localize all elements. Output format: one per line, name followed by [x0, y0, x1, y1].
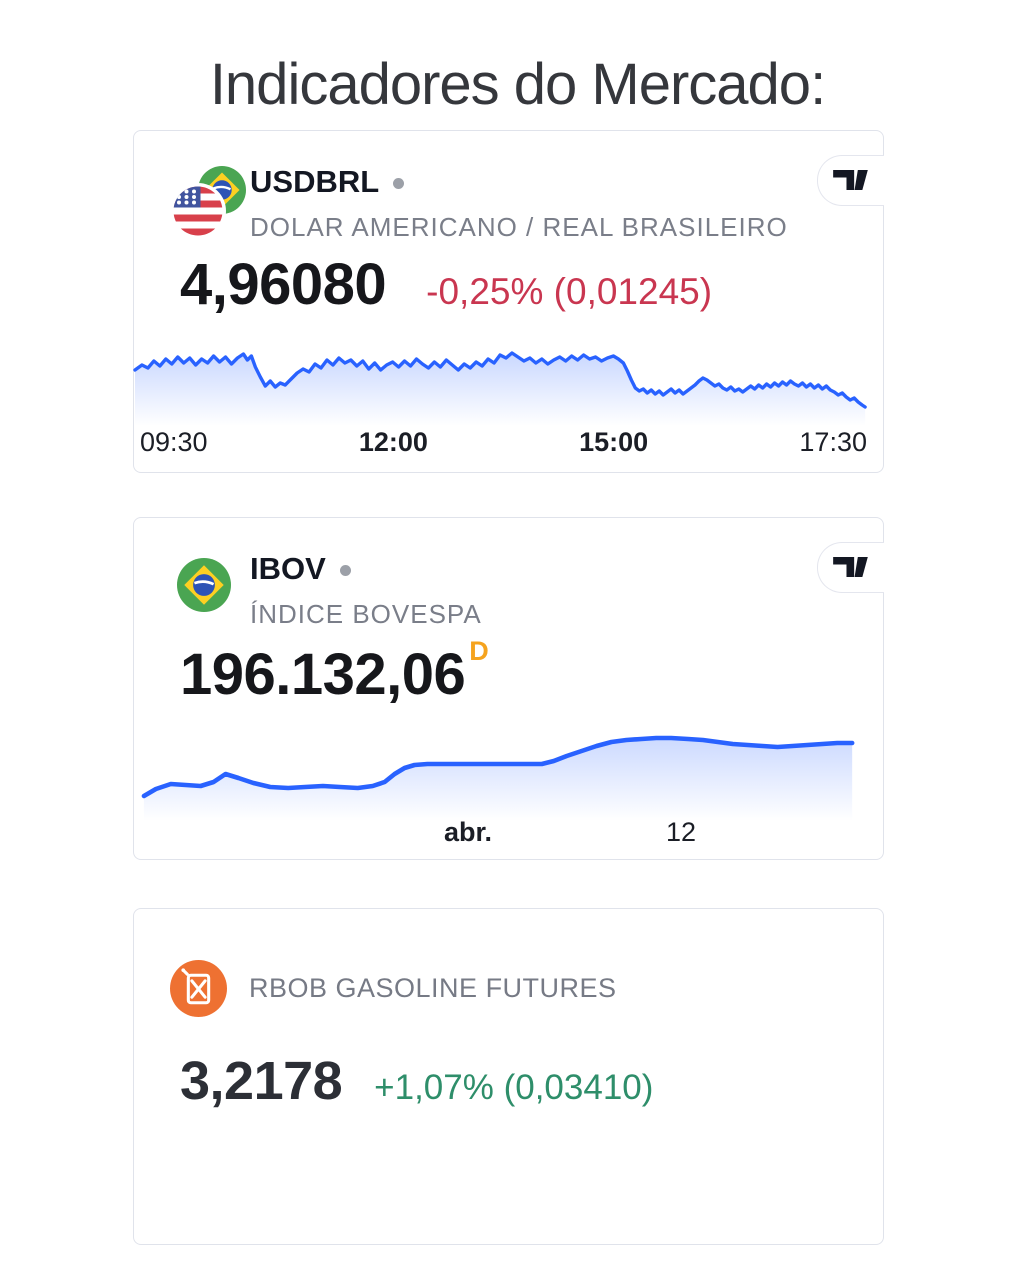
tradingview-logo-icon — [833, 170, 868, 190]
symbol-name: IBOV — [250, 551, 326, 586]
axis-tick: 09:30 — [140, 427, 208, 457]
widget-card-ibov[interactable]: IBOV ÍNDICE BOVESPA 196.132,06 D abr. 12 — [133, 517, 884, 860]
widget-card-rbob-gasoline[interactable]: RBOB GASOLINE FUTURES 3,2178 +1,07% (0,0… — [133, 908, 884, 1245]
usdbrl-flags-icon — [170, 163, 250, 243]
tradingview-logo-button[interactable] — [817, 155, 884, 206]
usa-flag-icon — [170, 183, 226, 239]
last-price: 3,2178 — [180, 1051, 343, 1111]
price-change: +1,07% (0,03410) — [374, 1068, 654, 1107]
instrument-description: ÍNDICE BOVESPA — [250, 599, 482, 629]
axis-tick-day: 12 — [665, 817, 697, 847]
axis-tick: 15:00 — [579, 427, 649, 457]
market-status-dot — [393, 177, 405, 189]
time-axis: 09:30 12:00 15:00 17:30 — [140, 427, 867, 458]
price-sparkline-chart — [134, 726, 883, 821]
tradingview-logo-icon — [833, 557, 868, 577]
page-title: Indicadores do Mercado: — [209, 51, 826, 117]
instrument-description: RBOB GASOLINE FUTURES — [249, 973, 617, 1003]
brazil-flag-icon — [177, 558, 231, 612]
market-status-dot — [339, 564, 351, 576]
price-change: -0,25% (0,01245) — [426, 271, 713, 312]
last-price: 196.132,06 D — [180, 636, 489, 707]
delayed-data-marker: D — [469, 636, 489, 666]
widget-card-usdbrl[interactable]: USDBRL DOLAR AMERICANO / REAL BRASILEIRO… — [133, 130, 884, 473]
tradingview-logo-button[interactable] — [817, 542, 884, 593]
instrument-description: DOLAR AMERICANO / REAL BRASILEIRO — [250, 212, 788, 242]
last-price: 4,96080 — [180, 252, 387, 317]
axis-tick-month: abr. — [443, 817, 493, 847]
price-sparkline-chart — [133, 345, 883, 426]
symbol-name: USDBRL — [250, 164, 380, 199]
gas-can-icon — [170, 960, 227, 1017]
axis-tick: 12:00 — [358, 427, 428, 457]
axis-tick: 17:30 — [799, 427, 867, 457]
